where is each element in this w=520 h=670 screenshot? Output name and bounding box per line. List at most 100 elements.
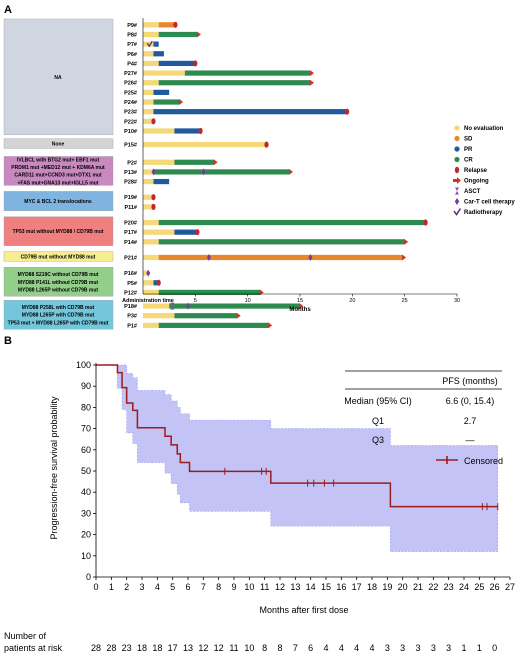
- ongoing-arrow: [402, 254, 407, 261]
- patient-labels: P9# P8# P7# P6# P4# P27# P26# P25# P24# P23# P22# P…: [124, 23, 137, 330]
- group-label: IVLBCL with BTG2 mut+ EBF1 mut: [17, 158, 100, 164]
- swimmer-segment: [143, 159, 175, 165]
- patient-label: P16#: [124, 271, 137, 277]
- group-label: MYD88 S219C without CD79B mut: [18, 272, 99, 278]
- km-xlabel: Months after first dose: [259, 605, 348, 615]
- relapse-marker: [198, 127, 203, 135]
- risk-number: 28: [91, 643, 101, 653]
- swimmer-segment: [143, 303, 170, 309]
- ongoing-arrow: [404, 238, 409, 245]
- patient-label: P20#: [124, 221, 137, 227]
- relapse-marker: [151, 118, 156, 125]
- x-tick-label: 2: [124, 582, 129, 592]
- risk-number: 13: [183, 643, 193, 653]
- risk-title-2: patients at risk: [4, 643, 63, 653]
- survival-curve: [96, 364, 498, 508]
- patient-label: P10#: [124, 129, 137, 135]
- patient-label: P9#: [127, 23, 137, 29]
- km-ylabel: Progression-free survival probability: [49, 396, 59, 540]
- risk-number: 12: [198, 643, 208, 653]
- group-box: [3, 216, 114, 246]
- swimmer-segment: [143, 270, 149, 276]
- swimmer-x-axis: 5 10 15 20 25 30: [142, 18, 460, 304]
- legend-swatch: [453, 208, 462, 216]
- swimmer-segment: [184, 70, 311, 76]
- risk-number: 18: [137, 643, 147, 653]
- legend-swatch: [455, 187, 459, 195]
- cart-marker: [201, 168, 206, 176]
- x-tick-label: 19: [382, 582, 392, 592]
- swimmer-segment: [174, 229, 198, 235]
- group-label: TP53 mut without MYD88 / CD79B mut: [13, 229, 104, 235]
- swimmer-segment: [158, 289, 261, 296]
- swimmer-segment: [143, 178, 154, 185]
- group-box: [3, 251, 114, 262]
- swimmer-segment: [143, 313, 175, 319]
- relapse-marker: [193, 60, 198, 67]
- x-tick-label: 24: [459, 582, 469, 592]
- x-tick-label: 25: [474, 582, 484, 592]
- swimmer-segment: [158, 322, 269, 328]
- swimmer-legend: No evaluation SD PR CR Relapse Ongoing ASCT Car…: [453, 125, 515, 216]
- group-label: MYD88 L265P without CD79B mut: [18, 287, 99, 293]
- risk-number: 3: [446, 643, 451, 653]
- legend-label: CR: [464, 158, 473, 164]
- group-label: PRDM1 mut +MED12 mut + KDM6A mut: [11, 165, 105, 171]
- swimmer-xlabel: Months: [289, 307, 311, 313]
- x-tick-label: 13: [290, 582, 300, 592]
- patient-label: P4#: [127, 61, 137, 67]
- admin-time-label: Administration time: [122, 298, 174, 304]
- group-label: MYC & BCL 2 translocations: [24, 199, 92, 205]
- confidence-band: [96, 364, 499, 552]
- risk-number: 4: [339, 643, 344, 653]
- x-tick-label: 22: [428, 582, 438, 592]
- group-label: TP53 mut + MYD88 L265P with CD79B mut: [8, 320, 109, 326]
- ongoing-arrow: [268, 322, 273, 329]
- x-tick-label: 12: [275, 582, 285, 592]
- swimmer-segment: [153, 89, 170, 95]
- x-tick-label: 20: [349, 298, 355, 304]
- risk-number: 4: [354, 643, 359, 653]
- ongoing-arrow: [259, 289, 264, 296]
- group-label: MYD88 P141L without CD79B mut: [18, 280, 99, 286]
- swimmer-segment: [143, 89, 154, 95]
- legend-label: ASCT: [464, 189, 481, 195]
- legend-label: Ongoing: [464, 179, 489, 185]
- swimmer-segment: [143, 280, 154, 286]
- risk-number: 6: [308, 643, 313, 653]
- swimmer-segment: [158, 219, 426, 226]
- group-label: +FAS mut+GNA13 mut+IGLL5 mut: [18, 180, 99, 186]
- y-tick-label: 20: [81, 530, 91, 540]
- patient-label: P24#: [124, 100, 137, 106]
- risk-number: 18: [152, 643, 162, 653]
- x-tick-label: 23: [444, 582, 454, 592]
- x-tick-label: 9: [231, 582, 236, 592]
- ongoing-arrow: [213, 159, 218, 166]
- group-box: [3, 191, 114, 211]
- legend-swatch: [454, 146, 460, 152]
- y-tick-label: 10: [81, 551, 91, 561]
- swimmer-segment: [143, 142, 267, 148]
- patient-label: P22#: [124, 119, 137, 125]
- x-tick-label: 5: [170, 582, 175, 592]
- x-tick-label: 4: [155, 582, 160, 592]
- y-tick-label: 50: [81, 466, 91, 476]
- patient-label: P11#: [124, 205, 137, 211]
- swimmer-segment: [143, 229, 175, 235]
- swimmer-segment: [158, 239, 405, 245]
- patient-label: P21#: [124, 255, 137, 261]
- patient-label: P2#: [127, 160, 137, 166]
- risk-number: 8: [262, 643, 267, 653]
- ongoing-arrow: [236, 312, 241, 319]
- asct-marker: [170, 302, 175, 310]
- swimmer-segment: [143, 289, 159, 296]
- km-legend: Censored: [436, 456, 503, 466]
- y-tick-label: 60: [81, 445, 91, 455]
- relapse-marker: [151, 203, 156, 210]
- x-tick-label: 10: [245, 298, 251, 304]
- x-tick-label: 3: [139, 582, 144, 592]
- relapse-marker: [151, 194, 156, 201]
- ongoing-arrow: [289, 168, 294, 175]
- patient-label: P28#: [124, 180, 137, 186]
- km-legend-label: Censored: [464, 456, 503, 466]
